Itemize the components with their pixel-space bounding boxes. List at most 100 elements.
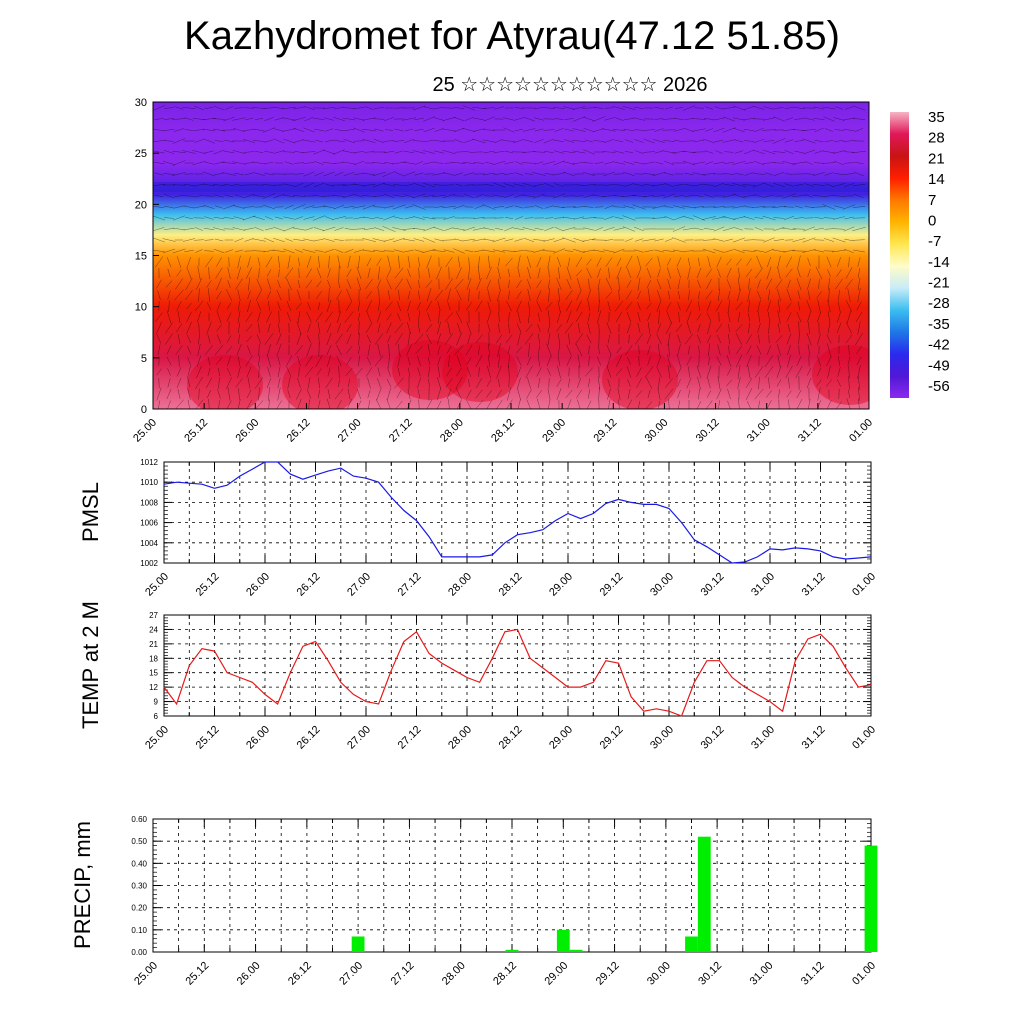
x-tick-label: 30.00 <box>643 417 671 445</box>
x-tick-label: 25.00 <box>143 724 171 752</box>
y-tick-label: 1006 <box>140 519 158 528</box>
precip-bar <box>556 929 570 952</box>
x-tick-label: 25.00 <box>132 960 160 988</box>
colorbar-label: 14 <box>928 171 945 188</box>
y-axis-title: PRECIP, mm <box>70 821 95 949</box>
colorbar-label: -7 <box>928 233 941 250</box>
x-tick-label: 28.00 <box>446 724 474 752</box>
colorbar-label: -35 <box>928 316 950 333</box>
x-tick-label: 27.00 <box>345 571 373 599</box>
y-tick-label: 0 <box>141 404 147 416</box>
chart-title: Kazhydromet for Atyrau(47.12 51.85) <box>184 14 840 58</box>
pmsl-line <box>163 461 872 564</box>
x-tick-label: 30.00 <box>648 724 676 752</box>
y-tick-label: 20 <box>135 199 147 211</box>
y-tick-label: 10 <box>135 302 147 314</box>
x-tick-label: 01.00 <box>850 571 878 599</box>
x-tick-label: 28.00 <box>440 960 468 988</box>
x-tick-label: 30.12 <box>694 417 722 445</box>
x-tick-label: 28.12 <box>491 960 519 988</box>
x-tick-label: 30.12 <box>696 960 724 988</box>
y-tick-label: 0.40 <box>131 859 147 868</box>
warm-cell <box>812 345 869 405</box>
y-tick-label: 0.20 <box>131 904 147 913</box>
y-tick-label: 12 <box>149 683 158 692</box>
colorbar-label: -42 <box>928 337 950 354</box>
y-tick-label: 0.30 <box>131 882 147 891</box>
grid-lines <box>153 819 871 952</box>
x-tick-label: 28.12 <box>497 571 525 599</box>
x-tick-label: 26.12 <box>295 724 323 752</box>
colorbar-label: -14 <box>928 254 950 271</box>
y-tick-label: 30 <box>135 97 147 109</box>
tropopause-band <box>153 182 869 192</box>
x-tick-label: 26.12 <box>295 571 323 599</box>
colorbar: 35 28 21 14 7 0 -7 -14 -21 -28 -35 -42 -49 -56 <box>890 109 950 398</box>
x-tick-label: 29.12 <box>598 571 626 599</box>
grid-lines <box>164 462 871 563</box>
x-tick-label: 27.00 <box>336 417 364 445</box>
x-tick-label: 26.00 <box>235 960 263 988</box>
y-axis-title: TEMP at 2 M <box>78 601 103 729</box>
x-tick-label: 25.00 <box>143 571 171 599</box>
warm-cell <box>392 340 468 400</box>
y-tick-label: 25 <box>135 148 147 160</box>
y-tick-label: 6 <box>154 712 159 721</box>
y-tick-label: 0.60 <box>131 815 147 824</box>
x-tick-label: 27.12 <box>396 571 424 599</box>
precip-bar <box>864 845 878 952</box>
x-tick-label: 26.12 <box>286 960 314 988</box>
y-tick-label: 21 <box>149 640 158 649</box>
y-tick-label: 27 <box>149 611 158 620</box>
precip-bar <box>569 949 583 952</box>
x-tick-label: 01.00 <box>850 960 878 988</box>
precip-bar <box>351 936 365 952</box>
x-tick-label: 25.12 <box>194 724 222 752</box>
precip-panel: 0.00 0.10 0.20 0.30 0.40 0.50 0.60 25.00 25.12 26… <box>70 815 878 988</box>
y-tick-label: 0.10 <box>131 926 147 935</box>
precip-bar <box>685 936 698 952</box>
x-tick-label: 28.00 <box>446 571 474 599</box>
x-tick-label: 28.12 <box>489 417 517 445</box>
y-tick-label: 15 <box>135 251 147 263</box>
warm-cell <box>442 342 518 402</box>
wind-streamlines <box>153 105 866 409</box>
x-tick-label: 29.12 <box>594 960 622 988</box>
x-tick-label: 01.00 <box>850 724 878 752</box>
x-tick-label: 26.12 <box>285 417 313 445</box>
y-tick-label: 1004 <box>140 539 158 548</box>
x-tick-label: 29.00 <box>542 960 570 988</box>
warm-cell <box>282 355 358 409</box>
precip-bar <box>697 836 711 952</box>
y-tick-label: 0.50 <box>131 837 147 846</box>
y-tick-label: 1008 <box>140 498 158 507</box>
y-tick-label: 9 <box>154 698 159 707</box>
x-tick-label: 28.00 <box>438 417 466 445</box>
colorbar-label: -49 <box>928 357 950 374</box>
colorbar-scale <box>890 112 909 398</box>
x-tick-label: 29.00 <box>540 417 568 445</box>
x-tick-label: 25.12 <box>194 571 222 599</box>
y-tick-label: 24 <box>149 625 158 634</box>
x-tick-label: 27.00 <box>337 960 365 988</box>
y-axis-title: PMSL <box>78 482 103 542</box>
y-tick-label: 1010 <box>140 478 158 487</box>
x-tick-label: 31.00 <box>749 571 777 599</box>
x-tick-label: 27.12 <box>396 724 424 752</box>
x-tick-label: 30.00 <box>648 571 676 599</box>
x-tick-label: 29.00 <box>547 571 575 599</box>
x-tick-label: 30.12 <box>699 571 727 599</box>
pmsl-panel: 1002 1004 1006 1008 1010 1012 25.00 25.12 26.00 2… <box>78 458 878 599</box>
x-tick-label: 28.12 <box>497 724 525 752</box>
colorbar-label: -28 <box>928 295 950 312</box>
x-tick-label: 26.00 <box>244 571 272 599</box>
colorbar-label: 0 <box>928 212 936 229</box>
x-tick-label: 31.00 <box>748 960 776 988</box>
x-tick-label: 30.00 <box>645 960 673 988</box>
y-tick-label: 1002 <box>140 559 158 568</box>
y-tick-label: 1012 <box>140 458 158 467</box>
chart-subtitle: 25 ☆☆☆☆☆☆☆☆☆☆☆ 2026 <box>432 74 708 96</box>
x-tick-label: 31.12 <box>800 724 828 752</box>
x-tick-label: 27.00 <box>345 724 373 752</box>
